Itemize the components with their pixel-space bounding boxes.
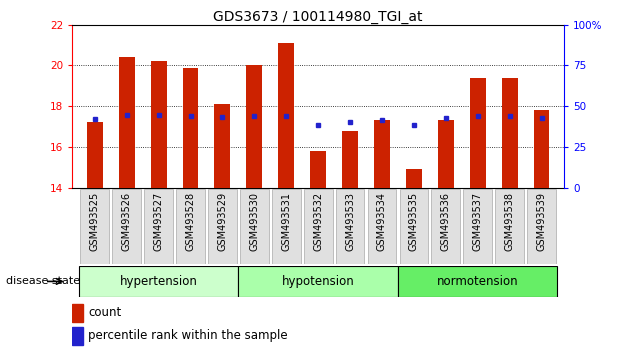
Title: GDS3673 / 100114980_TGI_at: GDS3673 / 100114980_TGI_at [214, 10, 423, 24]
Bar [310, 151, 326, 188]
Bar [118, 57, 135, 188]
Text: count: count [88, 306, 122, 319]
Bar [81, 189, 109, 264]
Text: normotension: normotension [437, 275, 518, 288]
Bar [112, 189, 141, 264]
Bar [438, 120, 454, 188]
Text: GSM493531: GSM493531 [281, 192, 291, 251]
Bar [495, 189, 524, 264]
Bar [534, 110, 549, 188]
Bar [278, 43, 294, 188]
Text: GSM493525: GSM493525 [90, 192, 100, 251]
Bar [304, 189, 333, 264]
Text: GSM493537: GSM493537 [472, 192, 483, 251]
Text: percentile rank within the sample: percentile rank within the sample [88, 329, 288, 342]
Text: hypertension: hypertension [120, 275, 198, 288]
Bar [398, 266, 558, 297]
Text: GSM493529: GSM493529 [217, 192, 227, 251]
Bar [208, 189, 237, 264]
Bar [176, 189, 205, 264]
Bar [144, 189, 173, 264]
Text: GSM493526: GSM493526 [122, 192, 132, 251]
Bar [79, 266, 238, 297]
Bar [527, 189, 556, 264]
Bar [72, 304, 83, 321]
Bar [246, 65, 262, 188]
Text: hypotension: hypotension [282, 275, 355, 288]
Text: disease state: disease state [6, 276, 81, 286]
Bar [87, 122, 103, 188]
Bar [336, 189, 364, 264]
Text: GSM493527: GSM493527 [154, 192, 164, 251]
Bar [240, 189, 268, 264]
Text: GSM493535: GSM493535 [409, 192, 419, 251]
Bar [151, 62, 166, 188]
Bar [406, 169, 422, 188]
Bar [214, 104, 231, 188]
Text: GSM493538: GSM493538 [505, 192, 515, 251]
Bar [501, 78, 518, 188]
Bar [374, 120, 390, 188]
Text: GSM493528: GSM493528 [185, 192, 195, 251]
Text: GSM493539: GSM493539 [537, 192, 546, 251]
Text: GSM493532: GSM493532 [313, 192, 323, 251]
Bar [238, 266, 398, 297]
Bar [342, 131, 358, 188]
Bar [72, 327, 83, 345]
Bar [368, 189, 396, 264]
Bar [183, 68, 198, 188]
Text: GSM493530: GSM493530 [249, 192, 260, 251]
Text: GSM493533: GSM493533 [345, 192, 355, 251]
Bar [399, 189, 428, 264]
Bar [470, 78, 486, 188]
Bar [272, 189, 301, 264]
Bar [463, 189, 492, 264]
Bar [432, 189, 460, 264]
Text: GSM493536: GSM493536 [441, 192, 451, 251]
Text: GSM493534: GSM493534 [377, 192, 387, 251]
